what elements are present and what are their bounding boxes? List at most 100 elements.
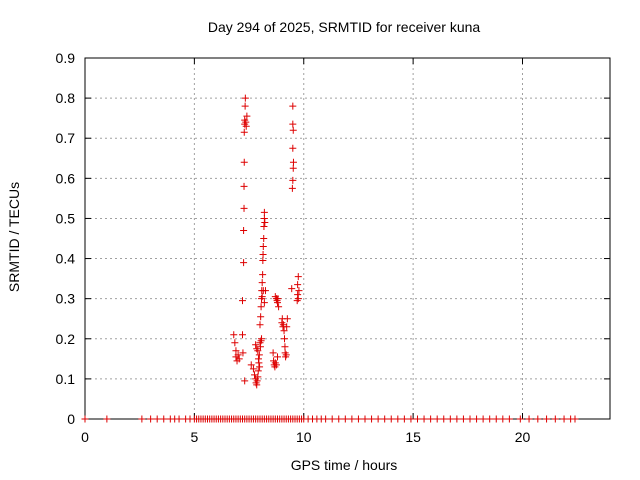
x-tick-label: 10 — [296, 429, 312, 445]
data-point — [269, 349, 277, 357]
data-point — [256, 321, 264, 329]
data-point — [289, 164, 297, 172]
y-axis-label: SRMTID / TECUs — [6, 182, 22, 292]
data-point — [525, 415, 533, 423]
x-tick-label: 20 — [515, 429, 531, 445]
data-point — [440, 415, 448, 423]
grid-lines — [85, 58, 610, 419]
data-point — [295, 287, 303, 295]
data-point — [261, 218, 269, 226]
data-point — [387, 415, 395, 423]
data-point — [361, 415, 369, 423]
data-point — [534, 415, 542, 423]
data-point — [272, 361, 280, 369]
y-tick-label: 0.1 — [56, 371, 76, 387]
data-point — [259, 271, 267, 279]
data-point — [232, 347, 240, 355]
data-point — [256, 363, 264, 371]
data-point — [473, 415, 481, 423]
data-point — [281, 343, 289, 351]
data-point — [459, 415, 467, 423]
data-point — [394, 415, 402, 423]
data-point — [274, 295, 282, 303]
data-point — [240, 226, 248, 234]
data-point — [427, 415, 435, 423]
data-point — [239, 349, 247, 357]
data-point — [275, 303, 283, 311]
data-point — [282, 351, 290, 359]
data-point — [241, 94, 249, 102]
data-point — [260, 235, 268, 242]
data-point — [255, 351, 263, 359]
data-point — [505, 415, 513, 423]
y-tick-label: 0.3 — [56, 291, 76, 307]
y-axis-ticks: 0 0.1 0.2 0.3 0.4 0.5 0.6 0.7 0.8 0.9 — [56, 50, 610, 427]
data-point — [253, 377, 261, 385]
data-point — [138, 415, 146, 423]
data-point — [486, 415, 494, 423]
data-point — [247, 361, 255, 369]
data-point — [103, 415, 111, 423]
data-point — [289, 144, 297, 152]
data-point — [280, 327, 288, 335]
chart-title: Day 294 of 2025, SRMTID for receiver kun… — [208, 19, 481, 35]
data-point — [258, 335, 266, 343]
data-point — [254, 373, 262, 381]
data-point — [257, 303, 265, 311]
x-tick-label: 5 — [190, 429, 198, 445]
x-tick-label: 15 — [405, 429, 421, 445]
data-point — [240, 182, 248, 190]
data-point — [153, 415, 161, 423]
data-point — [400, 415, 408, 423]
data-point — [239, 297, 246, 305]
data-point — [288, 285, 296, 293]
data-point — [231, 339, 239, 347]
data-point — [259, 257, 267, 265]
data-point — [258, 293, 266, 301]
data-point — [407, 415, 415, 423]
data-point — [328, 415, 336, 423]
y-tick-label: 0.9 — [56, 50, 76, 66]
data-point — [249, 365, 257, 373]
data-point — [254, 367, 262, 375]
data-point — [241, 377, 249, 385]
data-point — [175, 415, 183, 423]
data-point — [240, 259, 248, 267]
data-point — [381, 415, 389, 423]
data-point — [294, 295, 302, 303]
data-point — [289, 176, 297, 184]
data-point — [289, 120, 297, 128]
plot-frame — [84, 57, 611, 420]
data-point — [294, 291, 302, 299]
y-tick-label: 0.8 — [56, 90, 76, 106]
data-point — [516, 415, 524, 423]
data-point — [414, 415, 421, 423]
data-point — [492, 415, 500, 423]
data-point — [446, 415, 454, 423]
y-tick-label: 0.7 — [56, 130, 76, 146]
y-tick-label: 0.4 — [56, 251, 76, 267]
data-point — [433, 415, 441, 423]
data-point — [230, 331, 238, 339]
data-point — [242, 122, 250, 130]
y-tick-label: 0.6 — [56, 170, 76, 186]
data-point — [289, 126, 297, 134]
data-point — [571, 415, 579, 423]
data-point — [261, 287, 269, 295]
data-point — [160, 415, 168, 423]
data-point — [289, 102, 297, 110]
data-point — [348, 415, 356, 423]
data-point — [341, 415, 349, 423]
data-point — [239, 331, 246, 339]
data-point — [258, 279, 266, 287]
data-point — [254, 347, 262, 355]
data-point — [551, 415, 559, 423]
data-point — [254, 355, 262, 363]
data-point — [294, 281, 302, 289]
x-axis-label: GPS time / hours — [291, 457, 398, 473]
data-point — [466, 415, 474, 423]
y-tick-label: 0.5 — [56, 210, 76, 226]
data-point — [240, 128, 248, 136]
data-point — [235, 355, 243, 363]
